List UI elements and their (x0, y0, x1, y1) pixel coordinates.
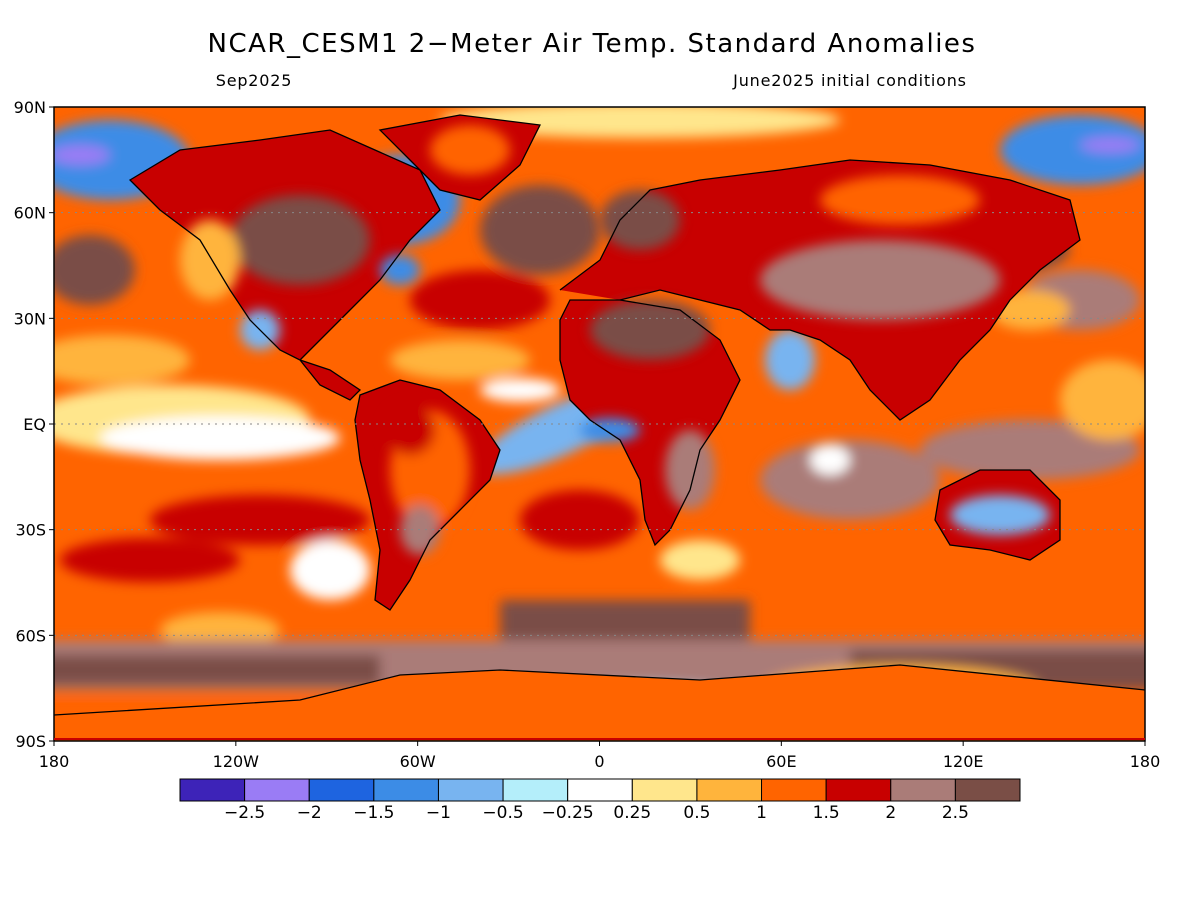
x-tick-label: 60E (766, 752, 796, 771)
anomaly-patch (150, 495, 370, 545)
map-title: NCAR_CESM1 2−Meter Air Temp. Standard An… (208, 29, 977, 59)
y-tick-label: 60N (14, 204, 46, 223)
y-tick-label: 60S (15, 626, 46, 645)
anomaly-patch (100, 416, 340, 460)
anomaly-patch (1080, 137, 1140, 153)
latitude-axis: 90N 60N 30N EQ 30S 60S 90S (14, 98, 54, 751)
legend-label: 2 (885, 803, 896, 823)
anomaly-patch (54, 335, 190, 385)
valid-month: Sep2025 (216, 71, 292, 90)
legend-label: −2.5 (224, 803, 265, 823)
legend-label: −0.5 (482, 803, 523, 823)
anomaly-patch (410, 270, 550, 330)
legend-label: −0.25 (542, 803, 594, 823)
longitude-axis: 180 120W 60W 0 60E 120E 180 (39, 741, 1161, 771)
anomaly-patch (765, 330, 815, 390)
anomaly-patch (600, 190, 680, 250)
anomaly-patch (920, 420, 1140, 480)
anomaly-patch (390, 340, 530, 380)
map-area (54, 107, 1145, 741)
anomaly-patch (660, 540, 740, 580)
coastline-south-america (354, 379, 501, 611)
x-tick-label: 180 (39, 752, 70, 771)
anomaly-patch (810, 445, 850, 475)
anomaly-patch (950, 495, 1050, 535)
legend-swatch (631, 778, 698, 802)
legend-label: 0.5 (683, 803, 710, 823)
land-anomaly-field (180, 125, 1050, 555)
legend-swatch (308, 778, 375, 802)
anomaly-patch (1000, 115, 1145, 185)
antarctica-land (54, 665, 1145, 741)
legend-swatch (437, 778, 504, 802)
y-tick-label: 30N (14, 309, 46, 328)
africa-land (560, 300, 740, 545)
legend-swatch (954, 778, 1021, 802)
anomaly-patch (430, 125, 510, 175)
anomaly-patch (590, 300, 710, 360)
x-tick-label: 120W (213, 752, 260, 771)
y-tick-label: 90S (15, 732, 46, 751)
anomaly-patch (230, 195, 370, 285)
anomaly-patch (54, 235, 135, 305)
anomaly-patch (385, 405, 435, 455)
coastline-africa (559, 299, 741, 547)
anomaly-patch (665, 430, 715, 510)
coastline-greenland (378, 114, 541, 201)
initial-conditions-label: June2025 initial conditions (732, 71, 967, 90)
x-tick-label: 0 (594, 752, 604, 771)
coastline-australia (934, 469, 1061, 561)
anomaly-patch (54, 145, 110, 165)
anomaly-patch (760, 240, 1000, 320)
anomaly-patch (580, 418, 640, 442)
coastlines (54, 114, 1145, 716)
legend-swatch (179, 778, 246, 802)
anomaly-patch (180, 220, 240, 300)
x-tick-label: 120E (943, 752, 984, 771)
anomaly-patch (760, 440, 940, 520)
x-tick-label: 60W (400, 752, 436, 771)
legend-label: −2 (297, 803, 322, 823)
coastline-north-america (128, 129, 441, 401)
anomaly-patch (290, 540, 370, 600)
legend-swatch (761, 778, 827, 802)
legend-label: −1 (426, 803, 451, 823)
legend-swatch (373, 778, 439, 802)
legend-label: 1 (756, 803, 767, 823)
legend-swatch (825, 778, 892, 802)
anomaly-patch (1060, 360, 1145, 440)
anomaly-patch (480, 378, 560, 402)
anomaly-patch (520, 490, 640, 550)
coastline-antarctica (54, 664, 1145, 716)
anomaly-patch (820, 175, 980, 225)
legend-label: 0.25 (613, 803, 651, 823)
legend-label: 1.5 (813, 803, 840, 823)
x-tick-label: 180 (1130, 752, 1161, 771)
coastline-eurasia (559, 159, 1081, 421)
y-tick-label: 90N (14, 98, 46, 117)
legend-swatch (502, 778, 569, 802)
anomaly-patch (500, 600, 750, 640)
anomaly-patch (440, 107, 840, 138)
anomaly-patch (54, 655, 380, 685)
legend-swatch (890, 778, 956, 802)
anomaly-patch (60, 538, 240, 582)
anomaly-patch (160, 612, 280, 648)
legend-label: −1.5 (353, 803, 394, 823)
legend-swatch (696, 778, 763, 802)
anomaly-patch (480, 185, 600, 275)
color-legend: −2.5 −2 −1.5 −1 −0.5 −0.25 0.25 0.5 1 1.5 2 2.5 (179, 778, 1021, 823)
legend-swatch (567, 778, 633, 802)
y-tick-label: EQ (23, 415, 46, 434)
anomaly-patch (380, 255, 420, 285)
legend-swatch (244, 778, 310, 802)
central-america-land (300, 360, 360, 400)
y-tick-label: 30S (15, 521, 46, 540)
legend-label: 2.5 (942, 803, 969, 823)
